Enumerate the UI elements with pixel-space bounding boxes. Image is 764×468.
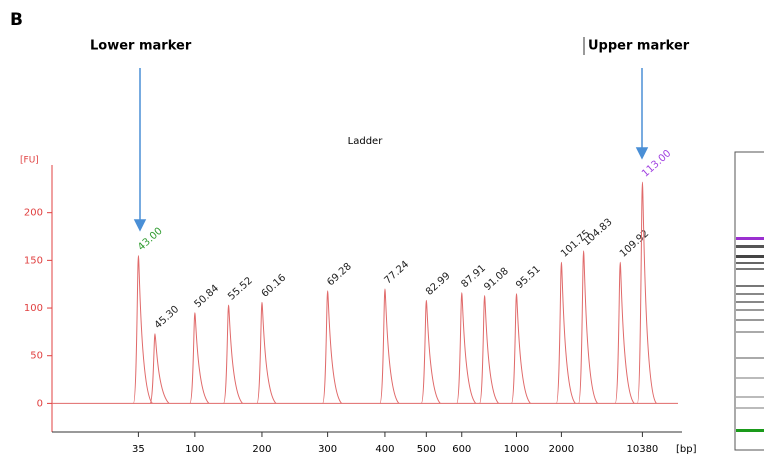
band xyxy=(736,319,764,321)
chart: B Lower marker Upper marker Ladder [FU] … xyxy=(0,0,764,468)
arrow-head xyxy=(135,220,145,230)
y-tick-label: 150 xyxy=(24,255,43,266)
peak xyxy=(579,251,598,404)
peak xyxy=(556,262,575,403)
y-tick-label: 200 xyxy=(24,208,43,219)
peak-label: 82.99 xyxy=(424,271,453,298)
peak xyxy=(421,300,440,403)
peak-label: 50.84 xyxy=(193,283,222,310)
band xyxy=(736,285,764,287)
x-tick-label: 300 xyxy=(318,444,337,455)
band xyxy=(736,407,764,409)
band xyxy=(736,262,764,264)
x-tick-label: 10380 xyxy=(626,444,658,455)
annotation: Upper marker xyxy=(588,39,690,54)
peak xyxy=(380,289,399,403)
band xyxy=(736,268,764,270)
arrow-head xyxy=(637,148,647,158)
peak xyxy=(133,256,152,404)
arrows xyxy=(135,68,647,230)
band xyxy=(736,396,764,398)
band xyxy=(736,429,764,432)
peak xyxy=(224,305,243,403)
peak-label: 55.52 xyxy=(226,275,255,302)
peak xyxy=(257,302,276,403)
band xyxy=(736,357,764,359)
gel-lane xyxy=(735,152,764,450)
peak xyxy=(480,296,499,404)
y-tick-label: 50 xyxy=(30,351,43,362)
y-tick-label: 100 xyxy=(24,303,43,314)
band xyxy=(736,293,764,295)
peak xyxy=(637,182,656,403)
y-axis-label: [FU] xyxy=(20,156,39,166)
peak-label: 45.30 xyxy=(153,304,182,331)
annotation: Lower marker xyxy=(90,39,192,54)
band xyxy=(736,255,764,258)
peak xyxy=(150,334,169,404)
x-tick-label: 200 xyxy=(252,444,271,455)
peak xyxy=(511,294,530,404)
peak xyxy=(323,291,342,404)
x-tick-label: 500 xyxy=(417,444,436,455)
panel-label: B xyxy=(10,10,23,30)
band xyxy=(736,377,764,379)
peak-label: 95.51 xyxy=(514,264,543,291)
peak-label: 60.16 xyxy=(260,272,289,299)
peak xyxy=(457,293,476,404)
band xyxy=(736,331,764,333)
x-tick-label: 35 xyxy=(132,444,145,455)
x-axis-label: [bp] xyxy=(676,444,697,455)
peak xyxy=(190,313,209,404)
x-tick-label: 2000 xyxy=(549,444,574,455)
chart-title: Ladder xyxy=(348,136,384,147)
band xyxy=(736,237,764,240)
peak-label: 77.24 xyxy=(383,259,412,286)
x-tick-label: 100 xyxy=(185,444,204,455)
band xyxy=(736,245,764,248)
x-tick-label: 1000 xyxy=(504,444,529,455)
peak-label: 69.28 xyxy=(325,261,354,288)
peak-label: 109.92 xyxy=(618,228,651,260)
y-tick-label: 0 xyxy=(37,398,43,409)
x-tick-label: 600 xyxy=(452,444,471,455)
band xyxy=(736,309,764,311)
x-tick-label: 400 xyxy=(375,444,394,455)
peak xyxy=(615,262,634,403)
band xyxy=(736,301,764,303)
